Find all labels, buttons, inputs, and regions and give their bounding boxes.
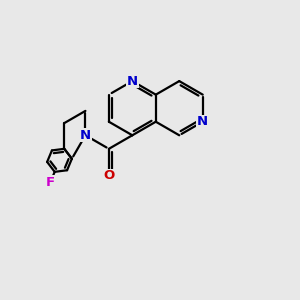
Text: O: O: [103, 169, 115, 182]
Text: N: N: [127, 75, 138, 88]
Text: F: F: [46, 176, 55, 189]
Text: N: N: [80, 129, 91, 142]
Text: N: N: [197, 115, 208, 128]
